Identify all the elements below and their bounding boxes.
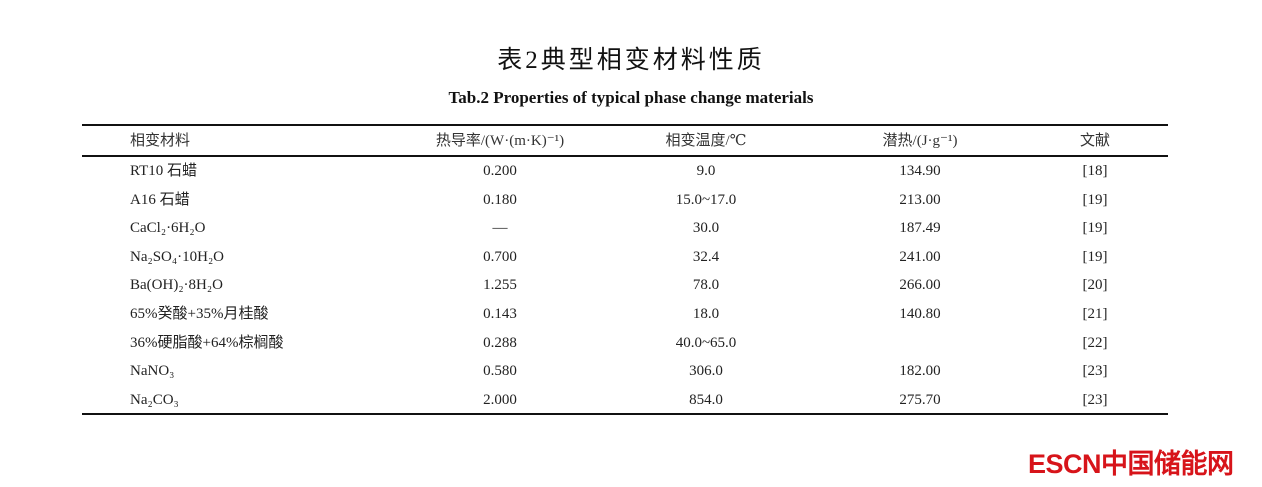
cell-conductivity: 0.580 [483, 363, 517, 380]
header-conductivity: 热导率/(W·(m·K)⁻¹) [435, 133, 565, 149]
cell-material: NaNO₃ [130, 363, 175, 380]
table-header: 相变材料 热导率/(W·(m·K)⁻¹) 相变温度/℃ 潜热/(J·g⁻¹) 文… [82, 127, 1168, 155]
cell-temperature: 32.4 [692, 248, 720, 265]
header-latent-heat: 潜热/(J·g⁻¹) [882, 133, 958, 149]
cell-reference: [23] [1082, 363, 1108, 380]
cell-temperature: 40.0~65.0 [675, 334, 737, 351]
cell-latent-heat: 134.90 [899, 163, 941, 179]
top-rule [82, 124, 1168, 126]
cell-reference: [20] [1082, 277, 1108, 294]
header-reference: 文献 [1079, 133, 1111, 149]
cell-temperature: 15.0~17.0 [675, 191, 737, 208]
table-row: 65%癸酸+35%月桂酸 0.143 18.0 140.80 [21] [82, 300, 1168, 328]
cell-latent-heat: 275.70 [899, 391, 941, 408]
cell-material: Na₂CO₃ [130, 391, 179, 408]
cell-reference: [23] [1082, 391, 1108, 408]
cell-temperature: 18.0 [692, 306, 720, 322]
cell-conductivity: 1.255 [483, 277, 517, 294]
cell-conductivity: 0.180 [483, 191, 517, 208]
table-title-en: Tab.2 Properties of typical phase change… [448, 88, 814, 107]
cell-latent-heat: 187.49 [899, 220, 941, 237]
cell-conductivity: — [492, 220, 508, 237]
cell-reference: [22] [1082, 334, 1108, 351]
cell-conductivity: 0.700 [483, 248, 517, 265]
cell-material: RT10 石蜡 [130, 163, 198, 179]
cell-temperature: 30.0 [692, 220, 720, 237]
cell-latent-heat: 241.00 [899, 248, 941, 265]
table-row: NaNO₃ 0.580 306.0 182.00 [23] [82, 357, 1168, 385]
table-row: RT10 石蜡 0.200 9.0 134.90 [18] [82, 157, 1168, 185]
cell-reference: [19] [1082, 220, 1108, 237]
cell-latent-heat: 213.00 [899, 191, 941, 208]
cell-latent-heat: 140.80 [899, 306, 941, 322]
cell-latent-heat: 182.00 [899, 363, 941, 380]
bottom-rule [82, 413, 1168, 415]
cell-material: 36%硬脂酸+64%棕榈酸 [130, 334, 284, 351]
cell-reference: [19] [1082, 248, 1108, 265]
cell-material: Na₂SO₄·10H₂O [130, 248, 225, 265]
table-row: Na₂CO₃ 2.000 854.0 275.70 [23] [82, 386, 1168, 414]
cell-temperature: 306.0 [689, 363, 723, 380]
cell-conductivity: 0.200 [483, 163, 517, 179]
cell-temperature: 9.0 [696, 163, 716, 179]
header-temperature: 相变温度/℃ [665, 133, 747, 149]
header-rule [82, 155, 1168, 157]
cell-conductivity: 0.288 [483, 334, 517, 351]
table-row: CaCl₂·6H₂O — 30.0 187.49 [19] [82, 214, 1168, 242]
cell-reference: [21] [1082, 306, 1108, 322]
table-row: Na₂SO₄·10H₂O 0.700 32.4 241.00 [19] [82, 243, 1168, 271]
cell-latent-heat: 266.00 [899, 277, 941, 294]
cell-conductivity: 2.000 [483, 391, 517, 408]
table-title-cn: 表2典型相变材料性质 [497, 47, 765, 74]
table-row: A16 石蜡 0.180 15.0~17.0 213.00 [19] [82, 186, 1168, 214]
cell-material: Ba(OH)₂·8H₂O [130, 277, 223, 294]
cell-reference: [18] [1082, 163, 1108, 179]
cell-conductivity: 0.143 [483, 306, 517, 322]
table-row: 36%硬脂酸+64%棕榈酸 0.288 40.0~65.0 [22] [82, 329, 1168, 357]
header-material: 相变材料 [130, 133, 191, 149]
cell-material: 65%癸酸+35%月桂酸 [130, 306, 269, 322]
table-row: Ba(OH)₂·8H₂O 1.255 78.0 266.00 [20] [82, 271, 1168, 299]
cell-reference: [19] [1082, 191, 1108, 208]
escn-logo: ESCN中国储能网 [1028, 449, 1234, 479]
cell-material: CaCl₂·6H₂O [130, 220, 206, 237]
cell-material: A16 石蜡 [130, 191, 190, 208]
cell-temperature: 854.0 [689, 391, 723, 408]
cell-temperature: 78.0 [692, 277, 720, 294]
